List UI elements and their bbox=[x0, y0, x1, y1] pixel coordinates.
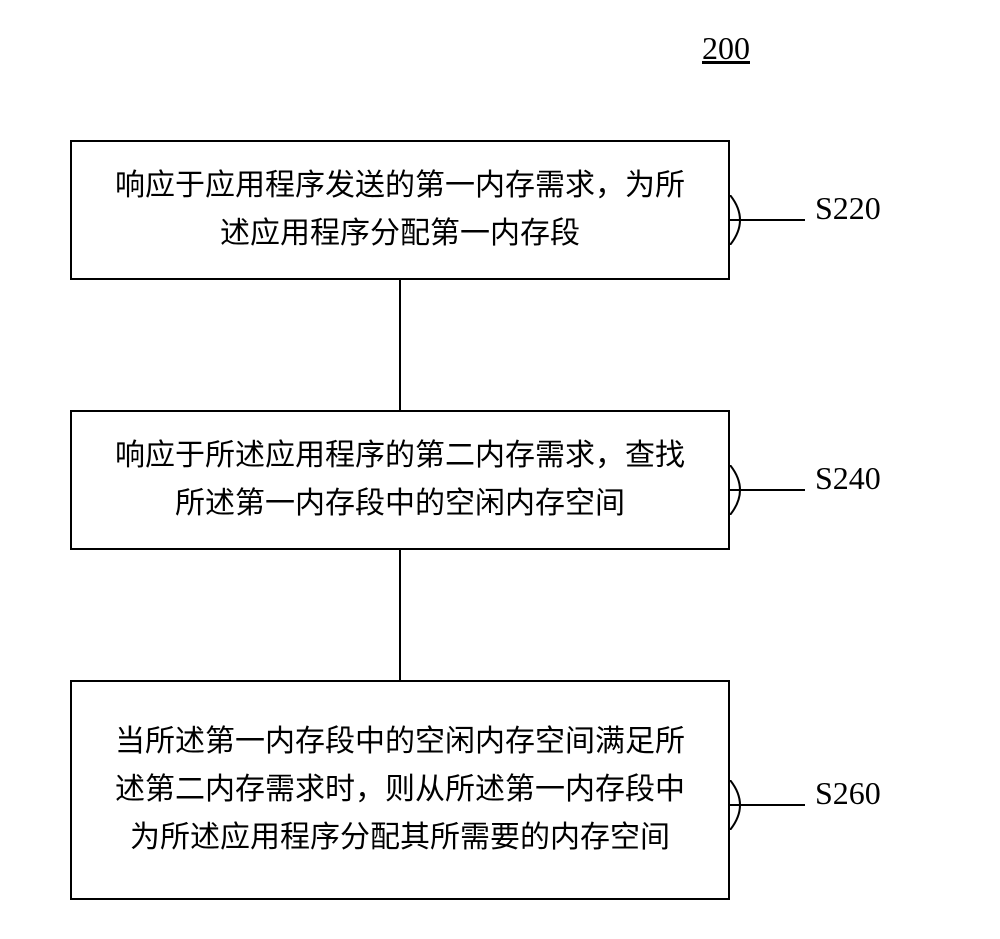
connector-s240-s260 bbox=[399, 550, 401, 680]
curve-connector-s260 bbox=[730, 780, 810, 830]
step-text-s240: 响应于所述应用程序的第二内存需求，查找所述第一内存段中的空闲内存空间 bbox=[102, 432, 698, 528]
flow-step-s260: 当所述第一内存段中的空闲内存空间满足所述第二内存需求时，则从所述第一内存段中为所… bbox=[70, 680, 730, 900]
flow-step-s240: 响应于所述应用程序的第二内存需求，查找所述第一内存段中的空闲内存空间 bbox=[70, 410, 730, 550]
step-label-s220: S220 bbox=[815, 190, 881, 227]
connector-s220-s240 bbox=[399, 280, 401, 410]
diagram-title: 200 bbox=[702, 30, 750, 67]
step-text-s260: 当所述第一内存段中的空闲内存空间满足所述第二内存需求时，则从所述第一内存段中为所… bbox=[102, 718, 698, 862]
curve-connector-s240 bbox=[730, 465, 810, 515]
flow-step-s220: 响应于应用程序发送的第一内存需求，为所述应用程序分配第一内存段 bbox=[70, 140, 730, 280]
step-label-s260: S260 bbox=[815, 775, 881, 812]
step-text-s220: 响应于应用程序发送的第一内存需求，为所述应用程序分配第一内存段 bbox=[102, 162, 698, 258]
step-label-s240: S240 bbox=[815, 460, 881, 497]
curve-connector-s220 bbox=[730, 195, 810, 245]
